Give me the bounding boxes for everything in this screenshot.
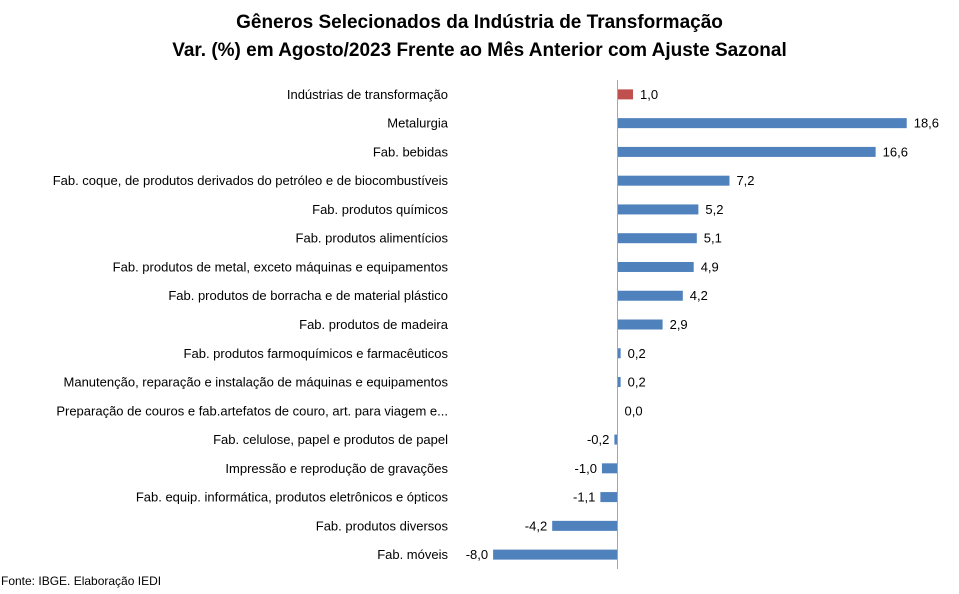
category-label: Fab. produtos de madeira <box>299 317 449 332</box>
category-label: Preparação de couros e fab.artefatos de … <box>56 403 448 418</box>
category-label: Fab. bebidas <box>373 144 449 159</box>
bar <box>552 520 618 531</box>
bar <box>600 492 618 503</box>
category-label: Fab. celulose, papel e produtos de papel <box>213 432 448 447</box>
bar <box>617 175 730 186</box>
category-label: Fab. produtos de metal, exceto máquinas … <box>113 259 449 274</box>
data-label: 7,2 <box>736 173 754 188</box>
category-label: Fab. produtos de borracha e de material … <box>168 288 448 303</box>
data-label: 4,9 <box>701 259 719 274</box>
data-label: 0,2 <box>628 375 646 390</box>
category-label: Fab. produtos farmoquímicos e farmacêuti… <box>184 346 449 361</box>
data-label: -0,2 <box>587 432 609 447</box>
data-label: 2,9 <box>670 317 688 332</box>
data-label: -1,1 <box>573 490 595 505</box>
bar <box>617 319 663 330</box>
bar <box>617 233 697 244</box>
chart-title-block: Gêneros Selecionados da Indústria de Tra… <box>0 9 959 65</box>
bar <box>617 290 683 301</box>
category-label: Indústrias de transformação <box>287 87 448 102</box>
category-label: Fab. equip. informática, produtos eletrô… <box>136 490 449 505</box>
data-label: -4,2 <box>525 518 547 533</box>
category-label: Fab. produtos alimentícios <box>296 231 449 246</box>
bar <box>617 348 621 359</box>
chart-title: Gêneros Selecionados da Indústria de Tra… <box>236 12 723 33</box>
category-label: Fab. móveis <box>377 547 448 562</box>
bar <box>617 377 621 388</box>
data-label: 5,1 <box>704 231 722 246</box>
data-label: 18,6 <box>914 116 939 131</box>
category-label: Impressão e reprodução de gravações <box>225 461 448 476</box>
category-label: Manutenção, reparação e instalação de má… <box>64 375 449 390</box>
category-label: Fab. produtos diversos <box>316 518 449 533</box>
data-label: -8,0 <box>466 547 488 562</box>
category-label: Metalurgia <box>387 116 448 131</box>
data-label: 1,0 <box>640 87 658 102</box>
bar <box>617 89 634 100</box>
bar <box>493 549 618 560</box>
bar <box>617 204 699 215</box>
chart-subtitle: Var. (%) em Agosto/2023 Frente ao Mês An… <box>172 40 787 61</box>
data-label: 0,2 <box>628 346 646 361</box>
data-label: 5,2 <box>705 202 723 217</box>
category-label: Fab. produtos químicos <box>312 202 448 217</box>
data-label: -1,0 <box>575 461 597 476</box>
data-label: 0,0 <box>625 403 643 418</box>
data-label: 4,2 <box>690 288 708 303</box>
bar <box>601 463 618 474</box>
bar <box>617 118 907 129</box>
bar <box>617 146 876 157</box>
category-label: Fab. coque, de produtos derivados do pet… <box>53 173 449 188</box>
source-note: Fonte: IBGE. Elaboração IEDI <box>1 574 162 588</box>
bar <box>614 434 618 445</box>
data-label: 16,6 <box>883 144 908 159</box>
bar <box>617 261 694 272</box>
